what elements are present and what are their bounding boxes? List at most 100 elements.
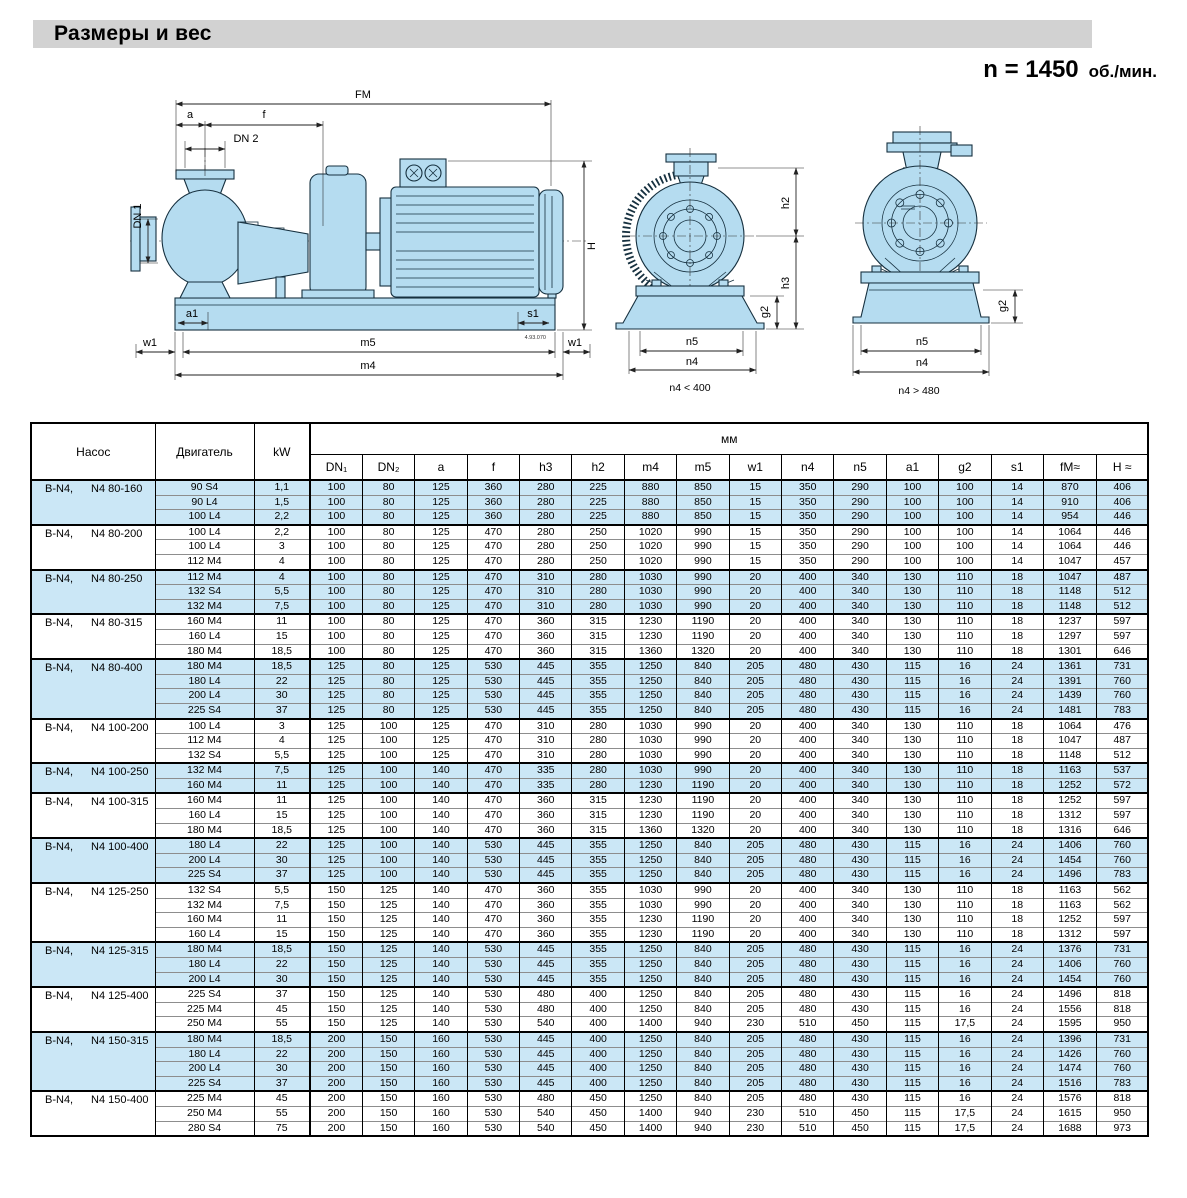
- dim-cell: 340: [833, 897, 887, 913]
- dim-cell: 340: [833, 926, 887, 943]
- dim-cell: 130: [885, 882, 940, 899]
- dim-cell: 18: [990, 584, 1044, 600]
- dim-cell: 450: [833, 1105, 887, 1122]
- dim-cell: 17,5: [938, 1105, 992, 1122]
- dim-cell: 1250: [623, 1001, 678, 1017]
- dim-cell: 1047: [1042, 733, 1097, 749]
- dim-cell: 125: [414, 628, 468, 645]
- dim-cell: 160: [414, 1075, 468, 1092]
- dim-cell: 100: [308, 628, 363, 645]
- dim-cell: 470: [466, 762, 521, 779]
- dim-cell: 1320: [676, 643, 730, 660]
- dim-cell: 940: [676, 1016, 730, 1032]
- kw-cell: 18,5: [253, 941, 311, 958]
- kw-cell: 1,5: [253, 494, 311, 510]
- dim-cell: 315: [571, 792, 625, 809]
- dim-cell: 840: [676, 688, 730, 704]
- dim-cell: 24: [990, 702, 1044, 719]
- dim-cell: 100: [308, 539, 363, 555]
- dim-cell: 16: [938, 957, 992, 973]
- dim-cell: 1297: [1042, 628, 1097, 645]
- dim-cell: 1250: [623, 688, 678, 704]
- dim-cell: 1516: [1042, 1075, 1097, 1092]
- motor-cell: 200 L4: [154, 852, 255, 868]
- motor-cell: 180 L4: [154, 1046, 255, 1062]
- dim-cell: 14: [990, 523, 1044, 540]
- motor-cell: 180 L4: [154, 957, 255, 973]
- motor-cell: 100 L4: [154, 539, 255, 555]
- dim-cell: 480: [781, 837, 835, 854]
- dim-cell: 470: [466, 643, 521, 660]
- speed-unit: об./мин.: [1088, 62, 1157, 81]
- dim-cell: 446: [1095, 523, 1149, 540]
- dim-cell: 355: [571, 941, 625, 958]
- dim-cell: 115: [885, 941, 940, 958]
- dim-cell: 100: [308, 613, 363, 630]
- table-row: 132 S4 5,5 125 100 125 470 310 280 1030 990 20 400 3…: [31, 747, 1149, 764]
- dim-cell: 480: [519, 1090, 573, 1107]
- kw-cell: 30: [253, 688, 311, 704]
- dim-cell: 125: [414, 658, 468, 675]
- table-row: 200 L4 30 125 80 125 530 445 355 1250 840 205 480 43…: [31, 688, 1149, 704]
- dim-cell: 140: [414, 941, 468, 958]
- dim-cell: 24: [990, 1001, 1044, 1017]
- kw-cell: 18,5: [253, 1030, 311, 1048]
- dim-cell: 1163: [1042, 762, 1097, 779]
- dim-cell: 24: [990, 941, 1044, 958]
- dim-cell: 990: [676, 897, 730, 913]
- dim-cell: 205: [728, 702, 783, 719]
- dim-cell: 18: [990, 822, 1044, 839]
- dim-cell: 130: [885, 598, 940, 615]
- dim-cell: 115: [885, 1016, 940, 1032]
- dim-cell: 16: [938, 1001, 992, 1017]
- dim-cell: 1576: [1042, 1090, 1097, 1107]
- dim-label-h2: h2: [780, 197, 792, 209]
- dim-cell: 115: [885, 986, 940, 1003]
- dim-cell: 14: [990, 509, 1044, 525]
- dim-cell: 480: [781, 1001, 835, 1017]
- dim-cell: 360: [466, 509, 521, 525]
- dim-cell: 205: [728, 957, 783, 973]
- motor-cell: 100 L4: [154, 509, 255, 525]
- dim-cell: 400: [781, 777, 835, 794]
- header-dim: DN₁: [308, 454, 363, 481]
- dim-cell: 470: [466, 553, 521, 570]
- dim-cell: 290: [833, 553, 887, 570]
- dim-cell: 115: [885, 673, 940, 689]
- dim-cell: 125: [361, 1001, 416, 1017]
- dim-cell: 125: [414, 673, 468, 689]
- dim-cell: 140: [414, 912, 468, 928]
- header-dim: h3: [519, 454, 573, 481]
- dim-cell: 530: [466, 1105, 521, 1122]
- dim-cell: 225: [571, 494, 625, 510]
- dim-cell: 100: [361, 717, 416, 734]
- motor-cell: 180 M4: [154, 643, 255, 660]
- header-dim: H ≈: [1095, 454, 1149, 481]
- kw-cell: 18,5: [253, 822, 311, 839]
- dim-cell: 1030: [623, 717, 678, 734]
- dim-cell: 783: [1095, 702, 1149, 719]
- dim-cell: 140: [414, 986, 468, 1003]
- dim-cell: 20: [728, 792, 783, 809]
- dim-cell: 130: [885, 926, 940, 943]
- dim-cell: 335: [519, 762, 573, 779]
- dim-cell: 1496: [1042, 867, 1097, 884]
- dim-cell: 840: [676, 957, 730, 973]
- dim-cell: 530: [466, 941, 521, 958]
- table-row: 160 M4 11 150 125 140 470 360 355 1230 1190 20 400 3…: [31, 912, 1149, 928]
- dim-cell: 20: [728, 568, 783, 585]
- dim-cell: 1148: [1042, 584, 1097, 600]
- dim-cell: 480: [781, 867, 835, 884]
- dim-cell: 530: [466, 1030, 521, 1048]
- dim-cell: 80: [361, 673, 416, 689]
- dim-cell: 1030: [623, 762, 678, 779]
- dim-cell: 150: [361, 1046, 416, 1062]
- dim-cell: 1230: [623, 808, 678, 824]
- dim-cell: 1252: [1042, 912, 1097, 928]
- dim-cell: 1250: [623, 971, 678, 988]
- table-row: 180 M4 18,5 125 100 140 470 360 315 1360 1320 20 40…: [31, 822, 1149, 839]
- dim-cell: 400: [781, 882, 835, 899]
- kw-cell: 3: [253, 717, 311, 734]
- dim-cell: 1020: [623, 539, 678, 555]
- dim-cell: 1148: [1042, 598, 1097, 615]
